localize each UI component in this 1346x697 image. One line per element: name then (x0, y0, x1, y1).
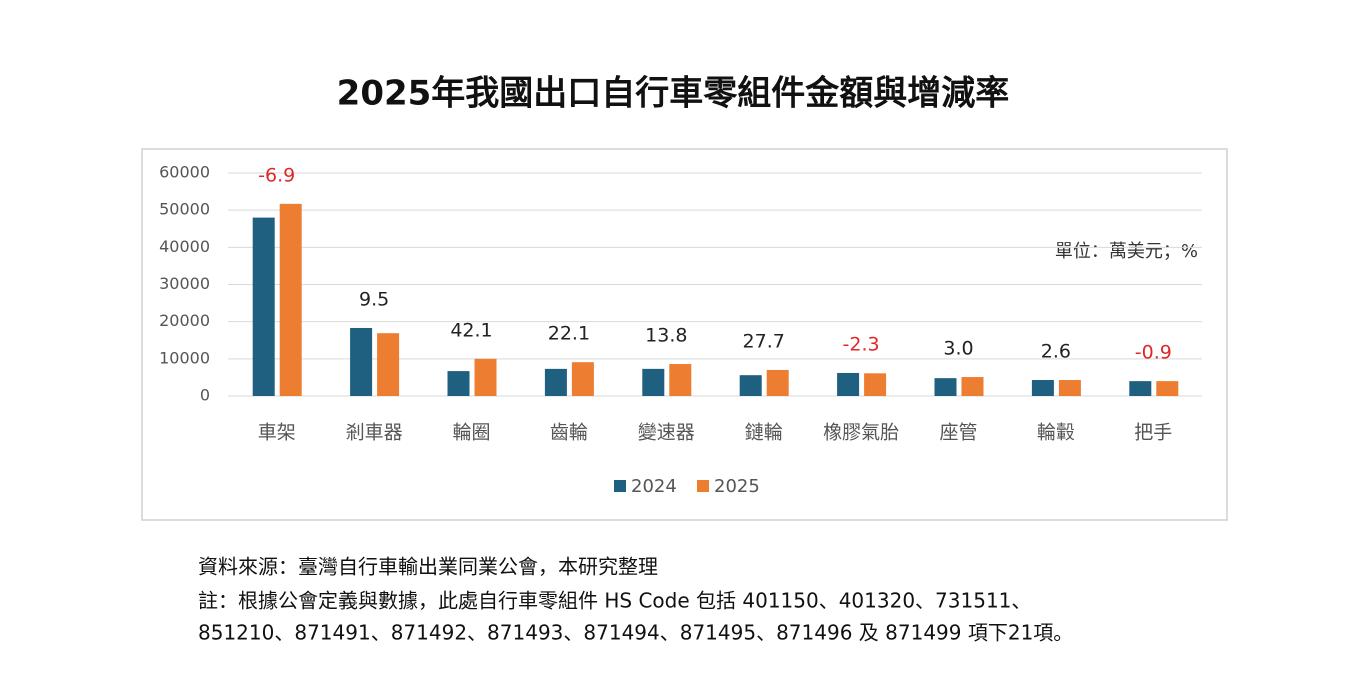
y-tick-label: 60000 (159, 163, 210, 182)
growth-label: -0.9 (1135, 342, 1172, 364)
growth-label: 3.0 (943, 338, 973, 360)
growth-label: -6.9 (258, 164, 295, 186)
bar (1031, 380, 1054, 396)
bar (571, 362, 594, 396)
legend-swatch (614, 480, 626, 492)
x-tick-label: 座管 (939, 422, 977, 444)
chart-frame (141, 148, 1228, 521)
footnote: 註：根據公會定義與數據，此處自行車零組件 HS Code 包括 401150、4… (198, 589, 1031, 613)
y-tick-label: 50000 (159, 200, 210, 219)
x-tick-label: 鏈輪 (745, 422, 783, 444)
bar (739, 375, 762, 396)
legend-swatch (697, 480, 709, 492)
growth-label: -2.3 (843, 333, 880, 355)
source-note: 資料來源：臺灣自行車輸出業同業公會，本研究整理 (198, 555, 658, 579)
y-tick-label: 30000 (159, 274, 210, 293)
x-tick-label: 橡膠氣胎 (823, 422, 899, 444)
bar (377, 333, 400, 396)
growth-label: 22.1 (548, 323, 590, 345)
x-tick-label: 車架 (258, 422, 296, 444)
legend-label: 2025 (714, 476, 760, 497)
unit-annotation: 單位：萬美元；% (1055, 241, 1198, 262)
x-tick-label: 輪圈 (452, 422, 490, 444)
y-tick-label: 10000 (159, 348, 210, 367)
bar (837, 372, 860, 396)
footnote: 851210、871491、871492、871493、871494、87149… (198, 621, 1073, 645)
growth-label: 27.7 (743, 330, 785, 352)
bar (961, 377, 984, 396)
bar (766, 369, 789, 396)
x-tick-label: 齒輪 (550, 422, 588, 444)
bar (474, 358, 497, 396)
bar (350, 327, 373, 396)
growth-label: 42.1 (450, 319, 492, 341)
bar (279, 203, 302, 396)
y-tick-label: 0 (200, 386, 210, 405)
bar (864, 373, 887, 396)
bar (1129, 381, 1152, 396)
growth-label: 2.6 (1041, 341, 1071, 363)
x-tick-label: 剎車器 (346, 422, 403, 444)
bar (447, 371, 470, 396)
x-tick-label: 輪轂 (1037, 422, 1075, 444)
bar (1156, 381, 1179, 396)
x-tick-label: 變速器 (638, 422, 695, 444)
growth-label: 13.8 (645, 325, 687, 347)
growth-label: 9.5 (359, 288, 389, 310)
bar (669, 364, 692, 396)
y-tick-label: 20000 (159, 311, 210, 330)
y-tick-label: 40000 (159, 237, 210, 256)
legend-label: 2024 (631, 476, 677, 497)
bar (544, 368, 567, 396)
bar (252, 217, 275, 396)
bar (1058, 380, 1081, 396)
x-tick-label: 把手 (1134, 422, 1172, 444)
bar (934, 378, 957, 396)
bar (642, 368, 665, 396)
chart-title: 2025年我國出口自行車零組件金額與增減率 (337, 74, 1010, 114)
